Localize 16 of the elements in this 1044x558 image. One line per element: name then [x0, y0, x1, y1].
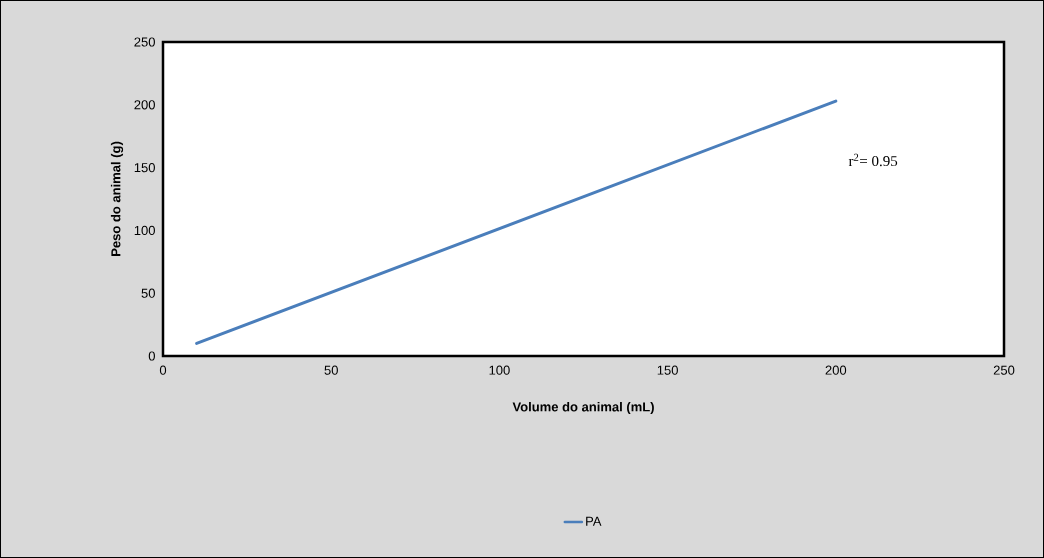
x-tick-label: 250: [993, 365, 1015, 375]
y-tick-label: 250: [134, 37, 155, 47]
x-tick-label: 100: [489, 365, 510, 375]
x-tick-label: 0: [159, 365, 167, 375]
y-tick-label: 50: [141, 288, 155, 298]
x-axis-title: Volume do animal (mL): [512, 401, 654, 415]
annotation: r$^{2}$= 0.95: [848, 153, 898, 167]
x-tick-label: 50: [324, 365, 338, 375]
x-tick-label: 200: [825, 365, 847, 375]
y-tick-label: 200: [134, 100, 155, 110]
legend-label: PA: [586, 516, 602, 526]
x-tick-label: 150: [657, 365, 678, 375]
y-tick-label: 150: [134, 162, 155, 173]
y-axis-title: Peso do animal (g): [110, 141, 124, 256]
y-tick-label: 100: [134, 225, 155, 235]
y-tick-label: 0: [148, 351, 155, 361]
